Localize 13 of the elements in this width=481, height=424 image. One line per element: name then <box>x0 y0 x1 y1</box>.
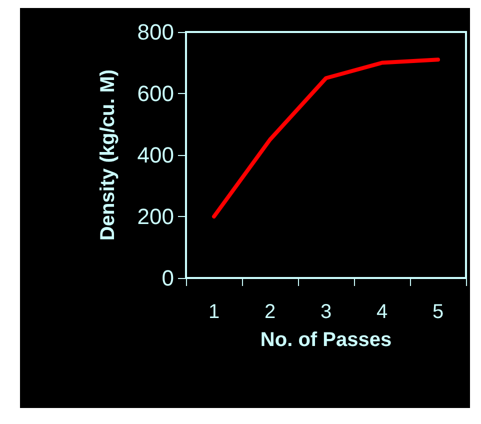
y-tick-label: 400 <box>137 142 174 168</box>
x-tick-label: 3 <box>320 301 332 323</box>
x-tick-label: 5 <box>432 301 444 323</box>
x-tick-label: 1 <box>208 301 220 323</box>
x-tick-label: 4 <box>376 301 388 323</box>
y-tick-label: 200 <box>137 204 174 229</box>
y-tick-label: 600 <box>137 81 174 106</box>
line-series <box>212 58 440 218</box>
x-tick-label: 2 <box>264 301 276 323</box>
x-axis-title: No. of Passes <box>260 329 392 351</box>
y-axis-title: Density (kg/cu. M) <box>97 69 119 241</box>
y-tick-label: 0 <box>162 266 174 290</box>
y-tick-label: 800 <box>137 20 174 44</box>
